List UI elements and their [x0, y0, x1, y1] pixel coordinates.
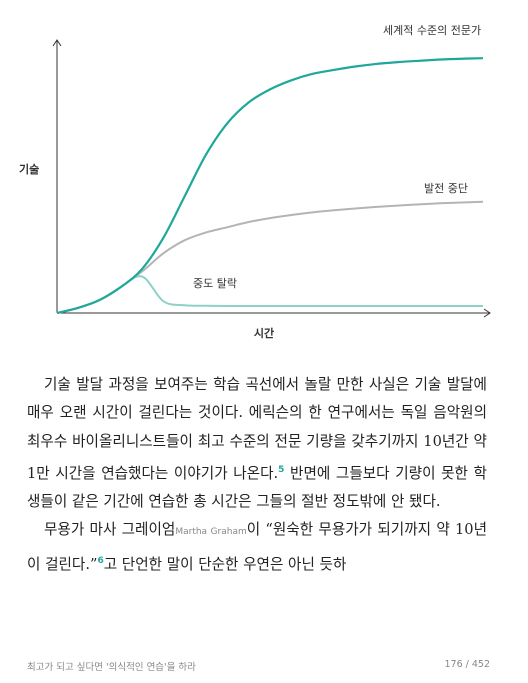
series-line-plateau: [56, 200, 484, 314]
y-axis-label: 기술: [19, 162, 39, 176]
footnote-ref-5[interactable]: 5: [278, 464, 285, 475]
learning-curve-chart: 기술 시간 세계적 수준의 전문가 발전 중단 중도 탈락: [19, 24, 491, 340]
x-axis-arrow: [483, 308, 491, 318]
book-title: 최고가 되고 싶다면 '의식적인 연습'을 하라: [27, 662, 196, 673]
footnote-ref-6[interactable]: 6: [97, 555, 104, 566]
paragraph-2-tail: 고 단언한 말이 단순한 우연은 아닌 듯하: [103, 555, 347, 573]
chart-axes: [52, 39, 491, 318]
paragraph-2-quote: 이 “원숙한 무용가가 되기까지 약 10년이 걸린다.”: [27, 521, 487, 573]
series-label-plateau: 발전 중단: [424, 182, 468, 195]
reader-footer: 최고가 되고 싶다면 '의식적인 연습'을 하라 176 / 452: [27, 659, 490, 673]
body-text: 기술 발달 과정을 보여주는 학습 곡선에서 놀랄 만한 사실은 기술 발달에 …: [27, 371, 487, 579]
series-label-dropout: 중도 탈락: [193, 277, 237, 290]
paragraph-2-text: 무용가 마사 그레이엄: [44, 521, 176, 539]
series-label-expert: 세계적 수준의 전문가: [383, 24, 481, 37]
series-line-expert: [56, 57, 484, 315]
paragraph-2: 무용가 마사 그레이엄Martha Graham이 “원숙한 무용가가 되기까지…: [27, 516, 487, 578]
series-line-dropout: [56, 275, 483, 314]
paragraph-1: 기술 발달 과정을 보여주는 학습 곡선에서 놀랄 만한 사실은 기술 발달에 …: [27, 371, 487, 516]
name-gloss: Martha Graham: [175, 527, 247, 538]
paragraph-1-text: 기술 발달 과정을 보여주는 학습 곡선에서 놀랄 만한 사실은 기술 발달에 …: [27, 376, 487, 482]
page-indicator: 176 / 452: [444, 659, 490, 670]
paragraph-1-tail: 반면에 그들보다 기량이 못한 학생들이 같은 기간에 연습한 총 시간은 그들…: [27, 464, 487, 511]
x-axis-label: 시간: [254, 326, 274, 340]
y-axis-arrow: [52, 39, 62, 47]
